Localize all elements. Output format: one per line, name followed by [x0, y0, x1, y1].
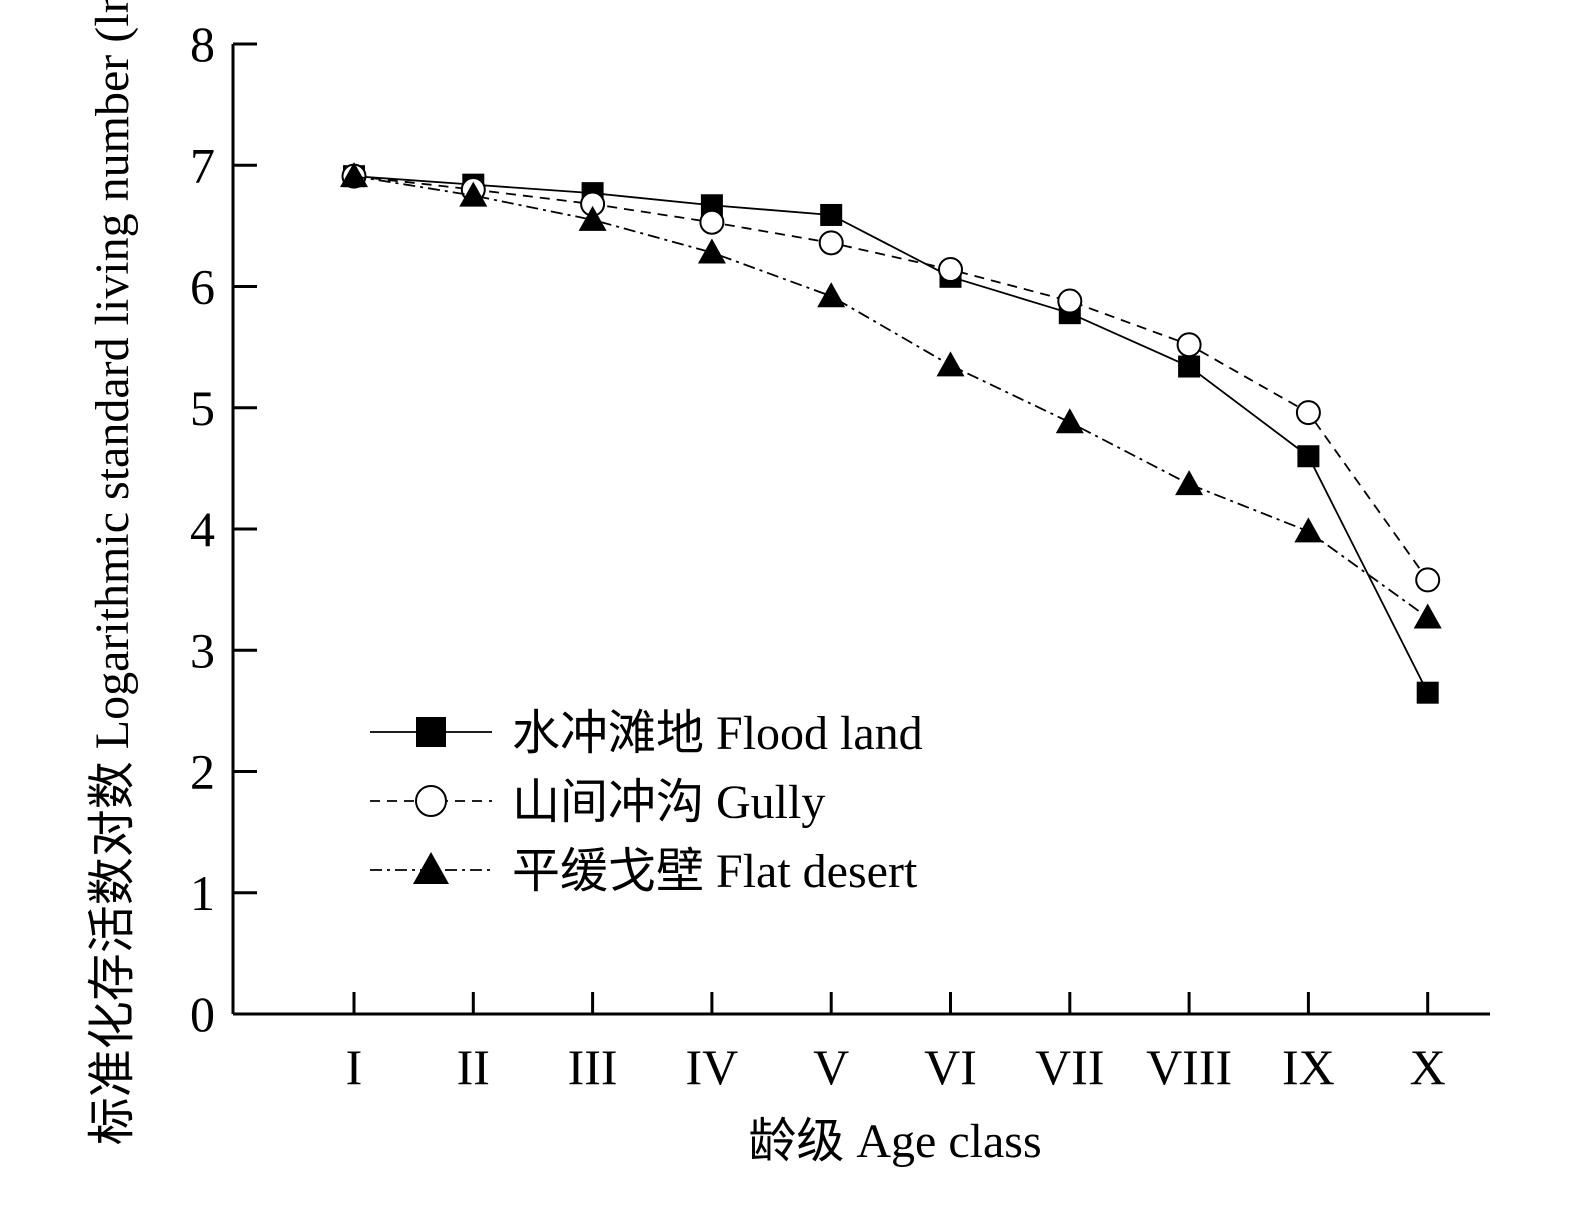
series-2 [341, 163, 1441, 593]
y-tick-label: 8 [190, 16, 215, 72]
series-3 [340, 162, 1442, 629]
legend-label: 山间冲沟 Gully [512, 776, 825, 829]
x-tick-label: V [813, 1039, 849, 1095]
data-point [1295, 400, 1321, 426]
y-axis-title: 标准化存活数对数 Logarithmic standard living num… [86, 0, 145, 1145]
data-point [938, 257, 963, 283]
data-point [1175, 470, 1204, 496]
y-tick-label: 6 [190, 259, 215, 315]
y-tick-label: 0 [190, 986, 215, 1042]
y-tick-label: 5 [190, 380, 215, 436]
data-point [1055, 408, 1084, 434]
legend-item-2: 山间冲沟 Gully [370, 776, 825, 829]
legend-label: 平缓戈壁 Flat desert [512, 845, 918, 898]
series-1 [343, 165, 1439, 704]
data-point [578, 205, 607, 231]
data-point [820, 203, 843, 226]
legend-label: 水冲滩地 Flood land [512, 707, 923, 760]
data-point [1176, 332, 1202, 358]
legend-item-3: 平缓戈壁 Flat desert [370, 845, 918, 898]
data-point [459, 181, 488, 207]
series-line [353, 175, 1429, 694]
x-tick-label: VIII [1146, 1039, 1232, 1095]
y-tick-label: 3 [190, 622, 215, 678]
y-tick-label: 7 [190, 137, 215, 193]
y-tick-label: 4 [190, 501, 215, 557]
x-tick-label: I [346, 1039, 363, 1095]
series-layer [340, 162, 1442, 704]
x-tick-label: X [1410, 1039, 1446, 1095]
y-axis-title-main: 标准化存活数对数 Logarithmic standard living num… [86, 0, 139, 1145]
y-tick-label: 1 [190, 865, 215, 921]
data-point [1178, 355, 1201, 378]
x-tick-label: IX [1282, 1039, 1335, 1095]
data-point [1415, 567, 1441, 593]
data-point [699, 209, 725, 235]
data-point [818, 230, 844, 256]
legend-marker [413, 852, 449, 884]
y-tick-label: 2 [190, 744, 215, 800]
x-tick-label: II [457, 1039, 490, 1095]
legend: 水冲滩地 Flood land 山间冲沟 Gully 平缓戈壁 Flat deser… [370, 707, 923, 898]
x-tick-label: VI [924, 1039, 977, 1095]
legend-marker [416, 717, 446, 747]
data-point [817, 282, 846, 308]
data-point [1294, 517, 1323, 543]
legend-marker [415, 785, 447, 817]
data-point [700, 194, 723, 217]
data-point [1413, 603, 1442, 629]
data-point [1416, 681, 1439, 704]
data-point [1297, 445, 1320, 468]
x-tick-label: VII [1035, 1039, 1104, 1095]
data-point [697, 238, 726, 264]
x-tick-label: III [568, 1039, 618, 1095]
series-line [353, 175, 1429, 619]
data-point [340, 162, 368, 188]
series-line [353, 175, 1429, 581]
data-point [1057, 288, 1083, 314]
x-tick-label: IV [686, 1039, 739, 1095]
data-point [936, 351, 965, 377]
x-axis-title: 龄级 Age class [748, 1115, 1041, 1168]
legend-item-1: 水冲滩地 Flood land [370, 707, 923, 760]
